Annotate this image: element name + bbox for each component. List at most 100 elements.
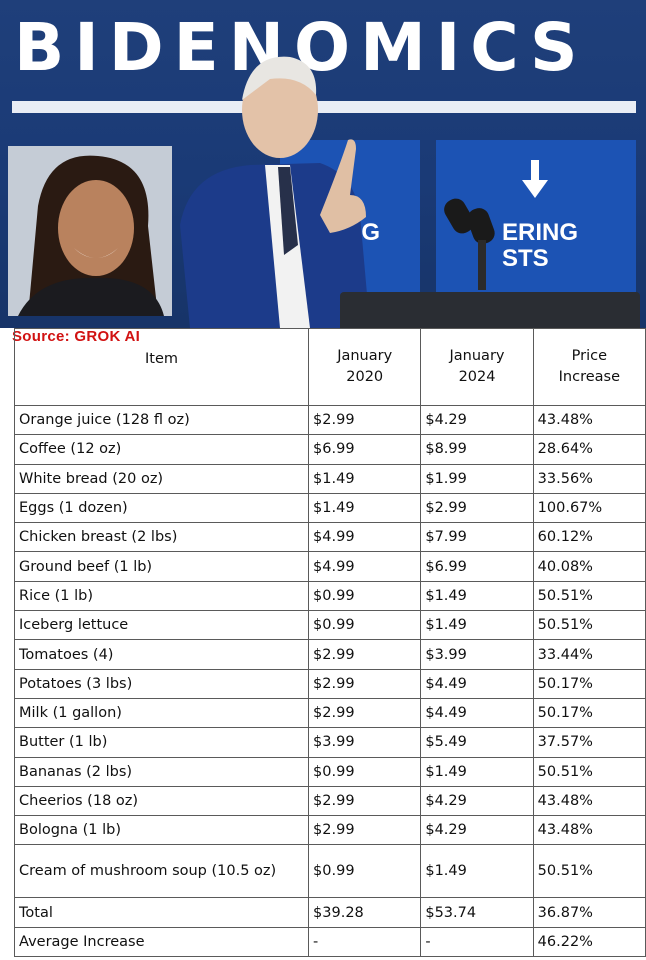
headline-underline (12, 101, 636, 113)
cell-item: Cheerios (18 oz) (13, 785, 310, 817)
table-row: Bananas (2 lbs) $0.99 $1.49 50.51% (13, 756, 646, 787)
cell-price-increase: 33.56% (532, 463, 646, 494)
cell-jan-2020: $2.99 (308, 639, 422, 670)
inset-portrait (8, 146, 172, 316)
cell-item: Chicken breast (2 lbs) (13, 522, 310, 553)
table-row: Rice (1 lb) $0.99 $1.49 50.51% (13, 580, 646, 612)
table-row: Orange juice (128 fl oz) $2.99 $4.29 43.48% (13, 404, 646, 436)
header-jan-2020-line1: January (337, 348, 393, 364)
cell-price-increase: 100.67% (532, 492, 646, 524)
cell-price-increase: 40.08% (532, 551, 646, 582)
cell-item: Tomatoes (4) (13, 639, 310, 670)
table-row: Milk (1 gallon) $2.99 $4.49 50.17% (13, 697, 646, 729)
table-row: Butter (1 lb) $3.99 $5.49 37.57% (13, 727, 646, 758)
cell-price-increase: 43.48% (532, 404, 646, 436)
cell-jan-2024: $4.29 (420, 785, 534, 817)
table-header-row: Item January 2020 January 2024 Price Inc… (13, 328, 646, 406)
cell-item: Bologna (1 lb) (13, 815, 310, 846)
cell-jan-2024: $53.74 (420, 897, 534, 928)
cell-jan-2024: $1.49 (420, 580, 534, 612)
cell-item: Potatoes (3 lbs) (13, 668, 310, 699)
cell-jan-2024: $4.29 (420, 815, 534, 846)
cell-jan-2024: - (420, 926, 534, 958)
cell-jan-2020: $1.49 (308, 492, 422, 524)
cell-jan-2020: $6.99 (308, 434, 422, 465)
cell-price-increase: 28.64% (532, 434, 646, 465)
header-price-increase-line2: Increase (558, 369, 621, 385)
cell-item: Average Increase (13, 926, 310, 958)
cell-jan-2020: $1.49 (308, 463, 422, 494)
header-item: Item (13, 328, 310, 406)
table-row: Ground beef (1 lb) $4.99 $6.99 40.08% (13, 551, 646, 582)
cell-item: Orange juice (128 fl oz) (13, 404, 310, 436)
cell-jan-2024: $4.49 (420, 697, 534, 729)
header-price-increase: Price Increase (532, 328, 646, 406)
header-jan-2020: January 2020 (308, 328, 422, 406)
cell-jan-2024: $1.49 (420, 610, 534, 641)
cell-jan-2024: $3.99 (420, 639, 534, 670)
inset-photo-smiling-woman (8, 146, 172, 316)
cell-jan-2024: $6.99 (420, 551, 534, 582)
table-row: Eggs (1 dozen) $1.49 $2.99 100.67% (13, 492, 646, 524)
price-comparison-table: Item January 2020 January 2024 Price Inc… (13, 328, 646, 958)
cell-item: Ground beef (1 lb) (13, 551, 310, 582)
cell-jan-2020: $3.99 (308, 727, 422, 758)
cell-price-increase: 50.51% (532, 610, 646, 641)
cell-jan-2020: $0.99 (308, 580, 422, 612)
table-row: Potatoes (3 lbs) $2.99 $4.49 50.17% (13, 668, 646, 699)
cell-price-increase: 60.12% (532, 522, 646, 553)
cell-item: White bread (20 oz) (13, 463, 310, 494)
cell-jan-2020: - (308, 926, 422, 958)
cell-jan-2024: $2.99 (420, 492, 534, 524)
cell-jan-2020: $0.99 (308, 756, 422, 787)
header-jan-2020-line2: 2020 (346, 369, 384, 385)
cell-price-increase: 50.51% (532, 756, 646, 787)
header-item-label: Item (145, 351, 179, 367)
cell-price-increase: 50.51% (532, 580, 646, 612)
cell-jan-2024: $8.99 (420, 434, 534, 465)
table-row: Coffee (12 oz) $6.99 $8.99 28.64% (13, 434, 646, 465)
header-jan-2024: January 2024 (420, 328, 534, 406)
cell-jan-2020: $2.99 (308, 785, 422, 817)
cell-jan-2024: $4.49 (420, 668, 534, 699)
table-body: Orange juice (128 fl oz) $2.99 $4.29 43.48%… (13, 404, 646, 958)
cell-price-increase: 36.87% (532, 897, 646, 928)
cell-price-increase: 46.22% (532, 926, 646, 958)
header-price-increase-line1: Price (571, 348, 608, 364)
sign-right-text: ERING STS (502, 219, 579, 272)
cell-jan-2024: $7.99 (420, 522, 534, 553)
table-row: White bread (20 oz) $1.49 $1.99 33.56% (13, 463, 646, 494)
cell-item: Eggs (1 dozen) (13, 492, 310, 524)
table-row: Average Increase - -46.22% (13, 926, 646, 958)
cell-jan-2024: $1.49 (420, 844, 534, 899)
cell-price-increase: 37.57% (532, 727, 646, 758)
header-jan-2024-line1: January (449, 348, 505, 364)
table-row: Cheerios (18 oz) $2.99 $4.29 43.48% (13, 785, 646, 817)
cell-price-increase: 50.17% (532, 668, 646, 699)
cell-item: Coffee (12 oz) (13, 434, 310, 465)
cell-jan-2020: $2.99 (308, 404, 422, 436)
podium (340, 292, 640, 328)
cell-jan-2024: $1.49 (420, 756, 534, 787)
cell-jan-2020: $39.28 (308, 897, 422, 928)
cell-price-increase: 43.48% (532, 815, 646, 846)
cell-jan-2024: $4.29 (420, 404, 534, 436)
table-row: Total $39.28 $53.74 36.87% (13, 897, 646, 928)
header-jan-2024-line2: 2024 (458, 369, 496, 385)
cell-item: Cream of mushroom soup (10.5 oz) (13, 844, 310, 899)
cell-jan-2024: $1.99 (420, 463, 534, 494)
cell-price-increase: 43.48% (532, 785, 646, 817)
table-row: Chicken breast (2 lbs) $4.99 $7.99 60.12% (13, 522, 646, 553)
cell-item: Rice (1 lb) (13, 580, 310, 612)
cell-price-increase: 50.51% (532, 844, 646, 899)
cell-item: Bananas (2 lbs) (13, 756, 310, 787)
cell-item: Milk (1 gallon) (13, 697, 310, 729)
table-row: Bologna (1 lb) $2.99 $4.29 43.48% (13, 815, 646, 846)
cell-item: Iceberg lettuce (13, 610, 310, 641)
cell-jan-2020: $2.99 (308, 815, 422, 846)
speaker-figure (180, 56, 370, 328)
cell-price-increase: 33.44% (532, 639, 646, 670)
cell-jan-2020: $2.99 (308, 668, 422, 699)
cell-jan-2020: $0.99 (308, 844, 422, 899)
